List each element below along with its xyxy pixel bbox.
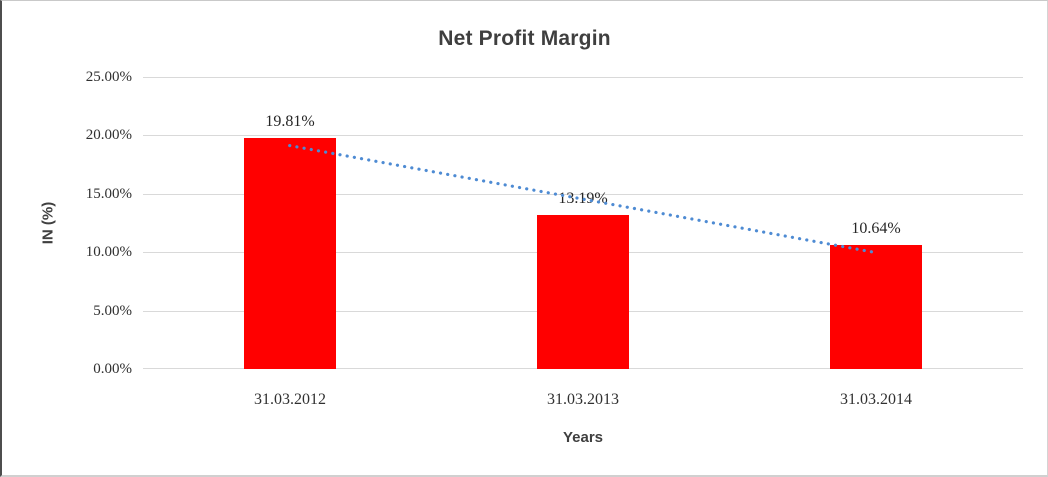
x-tick-label: 31.03.2013 — [547, 391, 619, 408]
y-tick-label: 0.00% — [93, 361, 132, 377]
x-tick-label: 31.03.2012 — [254, 391, 326, 408]
x-axis-tick-labels: 31.03.2012 31.03.2013 31.03.2014 — [143, 390, 1023, 412]
chart-title: Net Profit Margin — [438, 27, 611, 50]
bar-value-label: 13.19% — [558, 190, 608, 207]
plot-area: 19.81% 13.19% 10.64% — [143, 77, 1023, 369]
gridline — [143, 77, 1023, 78]
y-tick-label: 15.00% — [85, 186, 132, 202]
bar — [830, 245, 922, 369]
gridline — [143, 135, 1023, 136]
bar — [244, 138, 336, 369]
y-tick-label: 25.00% — [85, 69, 132, 85]
x-axis-title: Years — [562, 429, 604, 446]
x-tick-label: 31.03.2014 — [840, 391, 912, 408]
y-tick-label: 5.00% — [93, 303, 132, 319]
y-tick-label: 10.00% — [85, 244, 132, 260]
bar — [537, 215, 629, 369]
y-tick-label: 20.00% — [85, 127, 132, 143]
y-axis-tick-labels: 0.00% 5.00% 10.00% 15.00% 20.00% 25.00% — [2, 69, 132, 377]
bar-value-label: 10.64% — [851, 220, 901, 237]
bar-value-label: 19.81% — [265, 113, 315, 130]
